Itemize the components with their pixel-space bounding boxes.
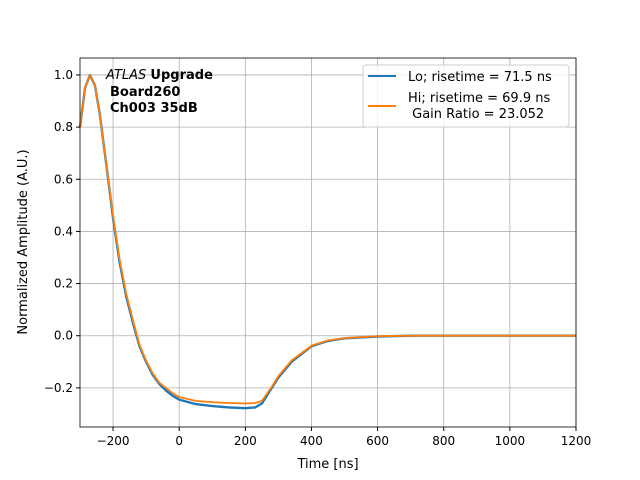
y-tick-label: 0.8	[54, 120, 73, 134]
annotation-channel: Ch003 35dB	[110, 101, 198, 116]
legend-label-hi-1: Hi; risetime = 69.9 ns	[408, 91, 550, 106]
legend: Lo; risetime = 71.5 ns Hi; risetime = 69…	[362, 64, 570, 128]
annotation: ATLAS Upgrade Board260 Ch003 35dB	[105, 68, 213, 116]
x-tick-label: 400	[300, 434, 323, 448]
legend-label-hi-2: Gain Ratio = 23.052	[408, 107, 544, 122]
y-tick-label: 0.4	[54, 224, 73, 238]
x-tick-label: 800	[432, 434, 455, 448]
y-tick-label: 1.0	[54, 68, 73, 82]
annotation-bold: Upgrade	[150, 68, 213, 83]
x-tick-label: 200	[234, 434, 257, 448]
svg-text:ATLAS Upgrade: ATLAS Upgrade	[105, 68, 213, 83]
annotation-board: Board260	[110, 85, 180, 100]
x-tick-label: 1000	[495, 434, 526, 448]
y-tick-label: −0.2	[44, 381, 73, 395]
x-tick-label: 600	[366, 434, 389, 448]
y-tick-label: 0.0	[54, 329, 73, 343]
x-tick-label: −200	[97, 434, 130, 448]
ticks: −200 0 200 400 600 800 1000 1200 −0.2 0.0 0.2 0.4 0.…	[44, 68, 591, 448]
annotation-italic: ATLAS	[105, 68, 146, 83]
x-tick-label: 0	[175, 434, 183, 448]
series-line-hi	[79, 74, 576, 405]
legend-label-lo: Lo; risetime = 71.5 ns	[408, 70, 552, 85]
x-tick-label: 1200	[561, 434, 592, 448]
series-lines	[78, 73, 576, 410]
y-tick-label: 0.6	[54, 172, 73, 186]
x-axis-label: Time [ns]	[296, 457, 358, 472]
y-tick-label: 0.2	[54, 277, 73, 291]
y-axis-label: Normalized Amplitude (A.U.)	[16, 149, 31, 334]
plot-frame	[79, 57, 577, 428]
